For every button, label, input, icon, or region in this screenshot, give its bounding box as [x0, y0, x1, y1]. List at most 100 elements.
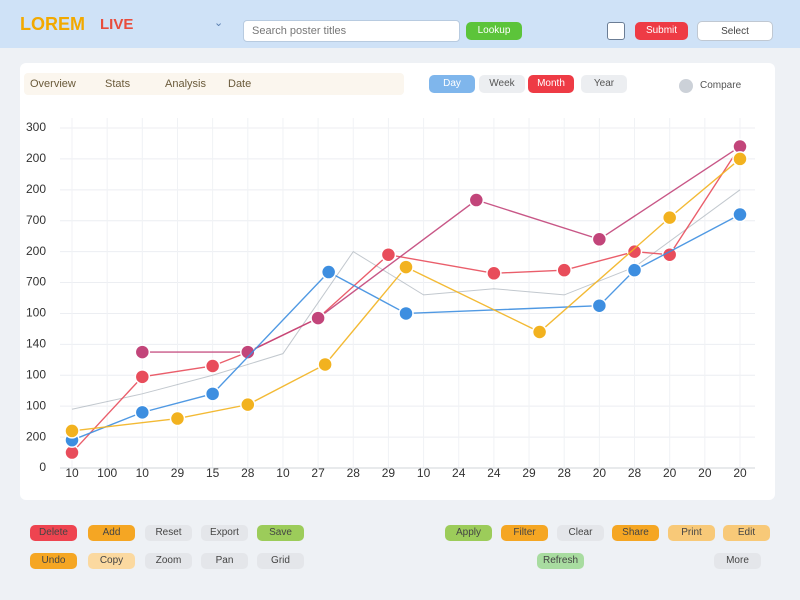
action-button[interactable]: Print [668, 525, 715, 541]
logo: LOREM [20, 14, 85, 34]
y-tick-label: 300 [26, 120, 46, 134]
filter-dropdown[interactable]: Overview [30, 78, 76, 90]
data-point [134, 344, 151, 360]
data-point [310, 310, 326, 326]
data-point [380, 246, 397, 263]
menu-caret[interactable]: ⌄ [214, 17, 224, 29]
tab-button[interactable]: Week [479, 75, 525, 93]
x-tick-label: 10 [65, 466, 79, 480]
header: LOREM LIVE ⌄ Search poster titles Lookup… [0, 0, 800, 48]
action-button[interactable]: Refresh [537, 553, 584, 569]
data-point [661, 209, 678, 226]
data-point [240, 396, 256, 413]
y-tick-label: 200 [26, 151, 46, 165]
filter-dropdown[interactable]: Date [228, 78, 252, 90]
action-button[interactable]: Export [201, 525, 248, 541]
x-tick-label: 28 [347, 466, 361, 480]
x-tick-label: 20 [733, 466, 747, 480]
search-button[interactable]: Lookup [466, 22, 522, 40]
search-input[interactable]: Search poster titles [243, 20, 460, 42]
data-point [732, 206, 748, 223]
y-tick-label: 200 [26, 182, 46, 196]
data-point [486, 265, 502, 282]
dropdown[interactable]: Select [697, 21, 773, 41]
x-tick-label: 10 [276, 466, 290, 480]
y-tick-label: 100 [26, 398, 46, 412]
data-point [591, 231, 608, 248]
x-tick-label: 100 [97, 466, 117, 480]
series-line [71, 158, 741, 432]
y-tick-label: 0 [39, 460, 46, 474]
action-button[interactable]: Reset [145, 525, 192, 541]
data-point [626, 243, 643, 260]
action-button[interactable]: Clear [557, 525, 604, 541]
action-button[interactable]: Apply [445, 525, 492, 541]
action-button[interactable]: Undo [30, 553, 77, 569]
tab-button[interactable]: Year [581, 75, 627, 93]
icon-button[interactable] [607, 22, 625, 40]
tab-button[interactable]: Day [429, 75, 475, 93]
filter-dropdown[interactable]: Analysis [165, 78, 206, 90]
filter-bar [24, 73, 404, 95]
x-tick-label: 29 [522, 466, 536, 480]
series-line [71, 189, 741, 410]
y-tick-label: 200 [26, 429, 46, 443]
y-tick-label: 100 [26, 306, 46, 320]
action-button[interactable]: Share [612, 525, 659, 541]
x-tick-label: 10 [136, 466, 150, 480]
action-button[interactable]: Grid [257, 553, 304, 569]
toggle-label[interactable]: Compare [700, 80, 742, 91]
data-point [204, 386, 221, 402]
x-tick-label: 24 [452, 466, 466, 480]
x-tick-label: 28 [628, 466, 642, 480]
series-line [71, 213, 741, 441]
chart-card [20, 63, 775, 500]
data-point [134, 404, 151, 421]
x-tick-label: 27 [311, 466, 325, 480]
data-point [320, 264, 337, 280]
data-point [591, 297, 608, 314]
x-tick-label: 24 [487, 466, 501, 480]
data-point [317, 356, 333, 373]
action-button[interactable]: Add [88, 525, 135, 541]
y-tick-label: 100 [26, 367, 46, 381]
data-point [398, 259, 414, 275]
tab-button[interactable]: Month [528, 75, 574, 93]
data-point [732, 151, 748, 167]
toggle[interactable] [679, 79, 693, 93]
y-tick-label: 200 [26, 244, 46, 258]
y-tick-label: 140 [26, 337, 46, 351]
data-point [398, 305, 414, 322]
action-button[interactable]: Save [257, 525, 304, 541]
filter-dropdown[interactable]: Stats [105, 78, 131, 90]
action-button[interactable]: Pan [201, 553, 248, 569]
logo-badge: LIVE [100, 16, 134, 33]
x-tick-label: 20 [698, 466, 712, 480]
action-button[interactable]: Copy [88, 553, 135, 569]
action-button[interactable]: Edit [723, 525, 770, 541]
x-tick-label: 28 [558, 466, 572, 480]
y-tick-label: 700 [26, 275, 46, 289]
data-point [556, 262, 572, 278]
data-point [626, 262, 643, 278]
data-point [134, 369, 151, 385]
data-point [468, 192, 485, 208]
y-tick-label: 700 [26, 213, 46, 227]
x-tick-label: 20 [663, 466, 677, 480]
data-point [64, 423, 80, 439]
x-tick-label: 20 [593, 466, 607, 480]
action-button[interactable]: Zoom [145, 553, 192, 569]
x-tick-label: 10 [417, 466, 431, 480]
data-point [204, 358, 221, 374]
action-button[interactable]: Filter [501, 525, 548, 541]
x-tick-label: 28 [241, 466, 255, 480]
x-tick-label: 15 [206, 466, 220, 480]
action-button[interactable]: More [714, 553, 761, 569]
x-tick-label: 29 [171, 466, 185, 480]
action-button[interactable]: Delete [30, 525, 77, 541]
x-tick-label: 29 [382, 466, 396, 480]
data-point [240, 344, 256, 360]
primary-button[interactable]: Submit [635, 22, 688, 40]
